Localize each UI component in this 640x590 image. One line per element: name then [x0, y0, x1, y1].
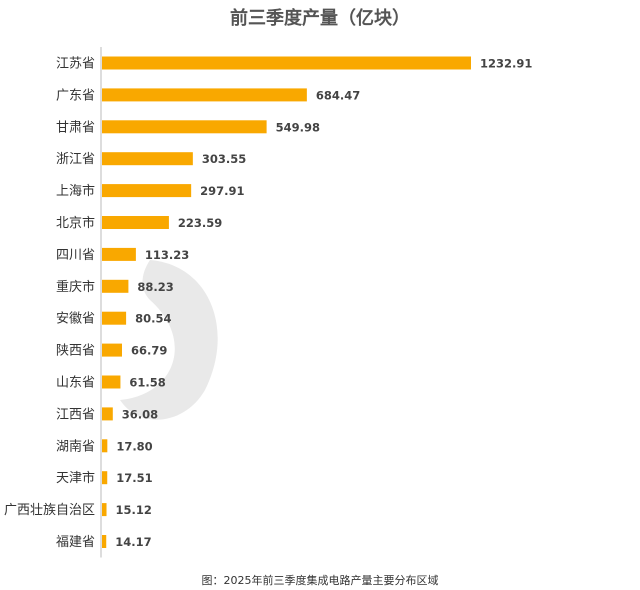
- bar: [102, 120, 267, 134]
- chart-title: 前三季度产量（亿块）: [230, 8, 410, 29]
- data-label: 15.12: [116, 503, 152, 517]
- category-label: 上海市: [56, 183, 95, 199]
- data-label: 113.23: [145, 248, 189, 262]
- data-label: 684.47: [316, 88, 360, 102]
- bar: [102, 88, 307, 102]
- bar: [102, 311, 127, 325]
- data-label: 14.17: [115, 535, 151, 549]
- data-label: 303.55: [202, 152, 246, 166]
- category-label: 四川省: [56, 248, 95, 263]
- bar: [102, 535, 107, 548]
- data-label: 1232.91: [480, 57, 532, 71]
- data-label: 36.08: [122, 407, 158, 421]
- data-label: 66.79: [131, 344, 167, 358]
- category-label: 安徽省: [56, 312, 95, 327]
- category-label: 福建省: [56, 535, 95, 550]
- bar: [102, 184, 192, 198]
- category-label: 湖南省: [56, 438, 95, 454]
- data-label: 17.80: [116, 439, 152, 453]
- bars-layer: 江苏省 1232.91 广东省 684.47 甘肃省 549.98 浙江省 303.55 上海市…: [4, 56, 532, 551]
- bar: [102, 247, 136, 261]
- category-label: 甘肃省: [56, 120, 95, 135]
- bar: [102, 471, 108, 485]
- category-label: 重庆市: [56, 279, 95, 295]
- category-label: 陕西省: [56, 344, 95, 359]
- watermark-logo: [120, 260, 218, 420]
- category-label: 天津市: [56, 470, 95, 486]
- bar: [102, 343, 122, 357]
- category-label: 江苏省: [56, 56, 95, 72]
- data-label: 88.23: [137, 280, 173, 294]
- data-label: 17.51: [116, 471, 152, 485]
- category-label: 山东省: [56, 376, 95, 391]
- bar: [102, 279, 129, 293]
- bar: [102, 407, 113, 421]
- data-label: 297.91: [200, 184, 244, 198]
- category-label: 广东省: [56, 88, 95, 103]
- category-label: 北京市: [56, 215, 95, 231]
- bar: [102, 439, 108, 453]
- category-label: 浙江省: [56, 152, 95, 167]
- data-label: 61.58: [129, 376, 165, 390]
- data-label: 549.98: [276, 120, 320, 134]
- data-label: 80.54: [135, 312, 171, 326]
- watermark-swirl: [120, 260, 218, 420]
- data-label: 223.59: [178, 216, 222, 230]
- figure-caption: 图：2025年前三季度集成电路产量主要分布区域: [201, 574, 439, 587]
- category-label: 江西省: [56, 407, 95, 422]
- bar: [102, 375, 121, 389]
- category-label: 广西壮族自治区: [4, 502, 95, 518]
- bar: [102, 56, 471, 70]
- bar: [102, 216, 169, 229]
- bar: [102, 503, 107, 517]
- bar: [102, 152, 193, 166]
